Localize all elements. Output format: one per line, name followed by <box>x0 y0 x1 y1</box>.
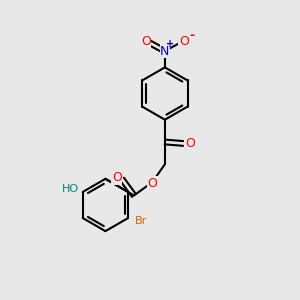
Text: O: O <box>141 35 151 48</box>
Text: N: N <box>160 44 170 58</box>
Text: +: + <box>166 40 174 50</box>
Text: Br: Br <box>134 216 147 226</box>
Text: HO: HO <box>62 184 79 194</box>
Text: O: O <box>147 177 157 190</box>
Text: -: - <box>189 29 194 42</box>
Text: O: O <box>185 137 195 150</box>
Text: O: O <box>112 171 122 184</box>
Text: O: O <box>179 35 189 48</box>
